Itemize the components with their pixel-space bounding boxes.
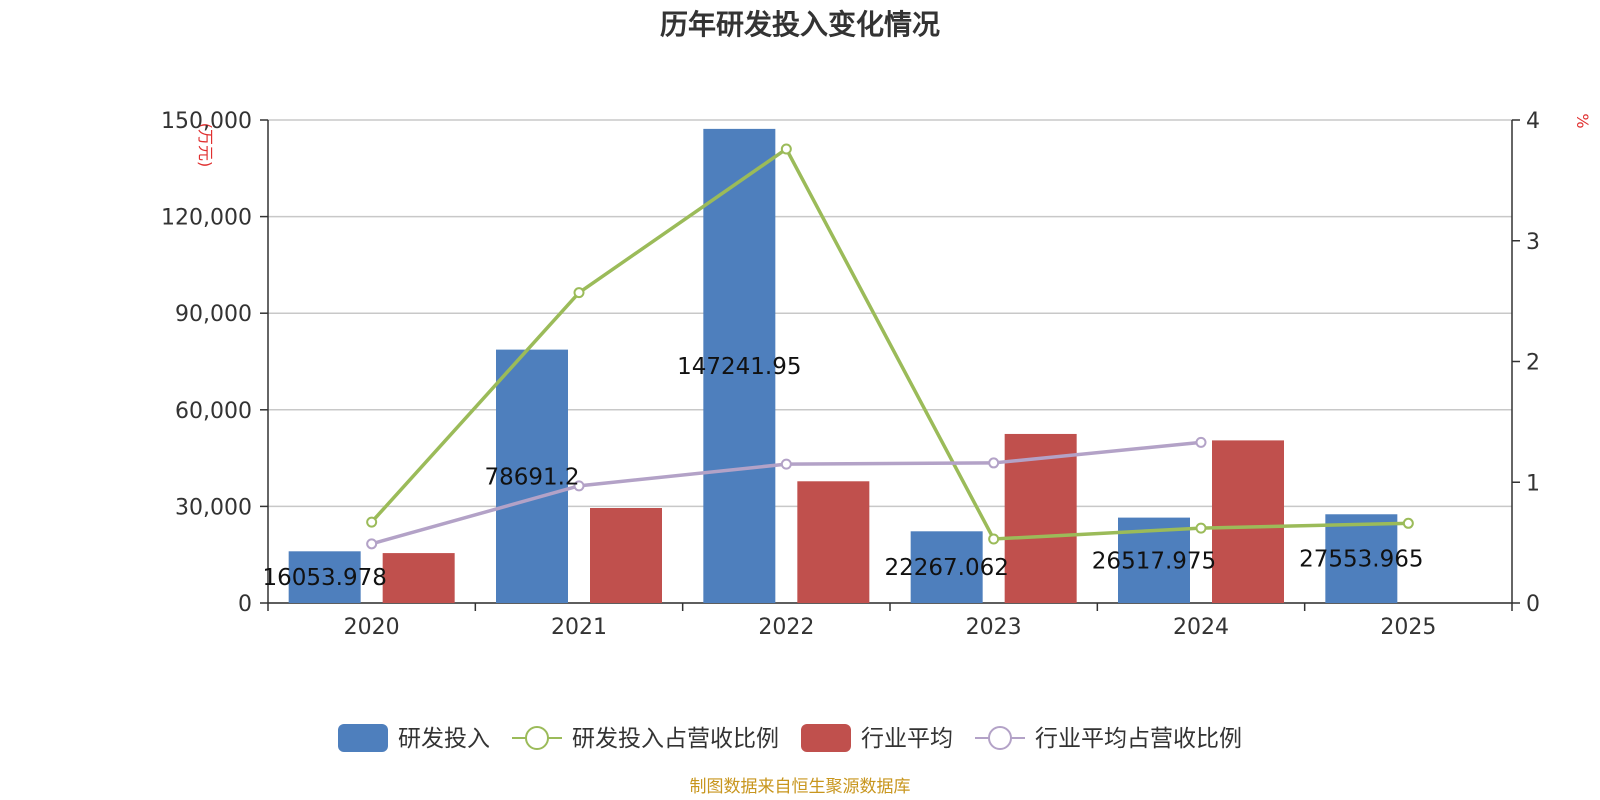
- bar-value-label: 147241.95: [677, 354, 801, 380]
- bar-rd-2023: [910, 531, 983, 603]
- bar-value-label: 16053.978: [262, 565, 386, 591]
- bar-rd-2021: [496, 349, 568, 603]
- legend-swatch: [338, 724, 388, 752]
- bar-industry-2024: [1212, 440, 1284, 603]
- legend-swatch-marker: [988, 726, 1012, 750]
- axes: 0 30,000 60,000 90,000 120,000 150,000 0 1 2 3 4 20…: [161, 109, 1540, 640]
- line-point: [780, 458, 792, 470]
- line-point: [780, 143, 792, 155]
- line-point: [988, 533, 1000, 545]
- legend-swatch-marker: [525, 726, 549, 750]
- x-tick-label: 2024: [1173, 615, 1229, 640]
- bar-value-label: 78691.2: [484, 464, 579, 490]
- bar-rd-2022: [703, 128, 776, 603]
- line-rd-ratio: [370, 146, 1409, 541]
- line-series: [366, 143, 1414, 550]
- left-tick-label: 0: [238, 592, 252, 617]
- bar-value-label: 26517.975: [1092, 548, 1216, 574]
- x-tick-label: 2021: [551, 615, 607, 640]
- right-tick-label: 4: [1526, 109, 1540, 134]
- legend-item-1[interactable]: 研发投入: [338, 724, 490, 752]
- x-tick-label: 2020: [344, 615, 400, 640]
- chart-title: 历年研发投入变化情况: [660, 8, 940, 41]
- line-point: [366, 538, 378, 550]
- left-tick-label: 60,000: [175, 399, 252, 424]
- right-tick-label: 1: [1526, 471, 1540, 496]
- bar-rd-2020: [288, 551, 361, 603]
- legend-item-3[interactable]: 行业平均: [801, 724, 953, 752]
- right-tick-label: 3: [1526, 230, 1540, 255]
- bar-industry-2021: [590, 508, 662, 603]
- bar-value-label: 27553.965: [1299, 547, 1423, 573]
- x-tick-label: 2022: [758, 615, 814, 640]
- left-tick-label: 120,000: [161, 206, 252, 231]
- line-point: [366, 516, 378, 528]
- line-point: [1195, 522, 1207, 534]
- legend-swatch: [801, 724, 851, 752]
- legend-item-2[interactable]: 研发投入占营收比例: [512, 726, 779, 752]
- data-source-note: 制图数据来自恒生聚源数据库: [690, 777, 911, 797]
- bar-industry-2022: [797, 481, 870, 603]
- line-point: [1195, 436, 1207, 448]
- line-point: [573, 287, 585, 299]
- bar-series: [288, 128, 1398, 603]
- legend-item-4[interactable]: 行业平均占营收比例: [975, 726, 1242, 752]
- x-tick-label: 2025: [1380, 615, 1436, 640]
- legend-label: 行业平均占营收比例: [1035, 726, 1242, 752]
- right-tick-label: 0: [1526, 592, 1540, 617]
- line-point: [988, 457, 1000, 469]
- bar-value-label: 22267.062: [884, 555, 1008, 581]
- legend-label: 行业平均: [861, 726, 953, 752]
- left-tick-label: 150,000: [161, 109, 252, 134]
- line-point: [573, 480, 585, 492]
- bar-rd-2025: [1325, 514, 1398, 603]
- right-tick-label: 2: [1526, 351, 1540, 376]
- legend-label: 研发投入占营收比例: [572, 726, 779, 752]
- left-tick-label: 90,000: [175, 302, 252, 327]
- legend: 研发投入 研发投入占营收比例 行业平均 行业平均占营收比例: [338, 724, 1242, 752]
- line-point: [1402, 517, 1414, 529]
- x-tick-label: 2023: [966, 615, 1022, 640]
- left-axis-unit: (万元): [196, 123, 215, 168]
- left-tick-label: 30,000: [175, 495, 252, 520]
- right-axis-unit: %: [1573, 113, 1592, 128]
- legend-label: 研发投入: [398, 726, 490, 752]
- data-labels: 16053.978 78691.2 147241.95 22267.062 26517.…: [262, 354, 1423, 591]
- bar-industry-2020: [382, 553, 455, 603]
